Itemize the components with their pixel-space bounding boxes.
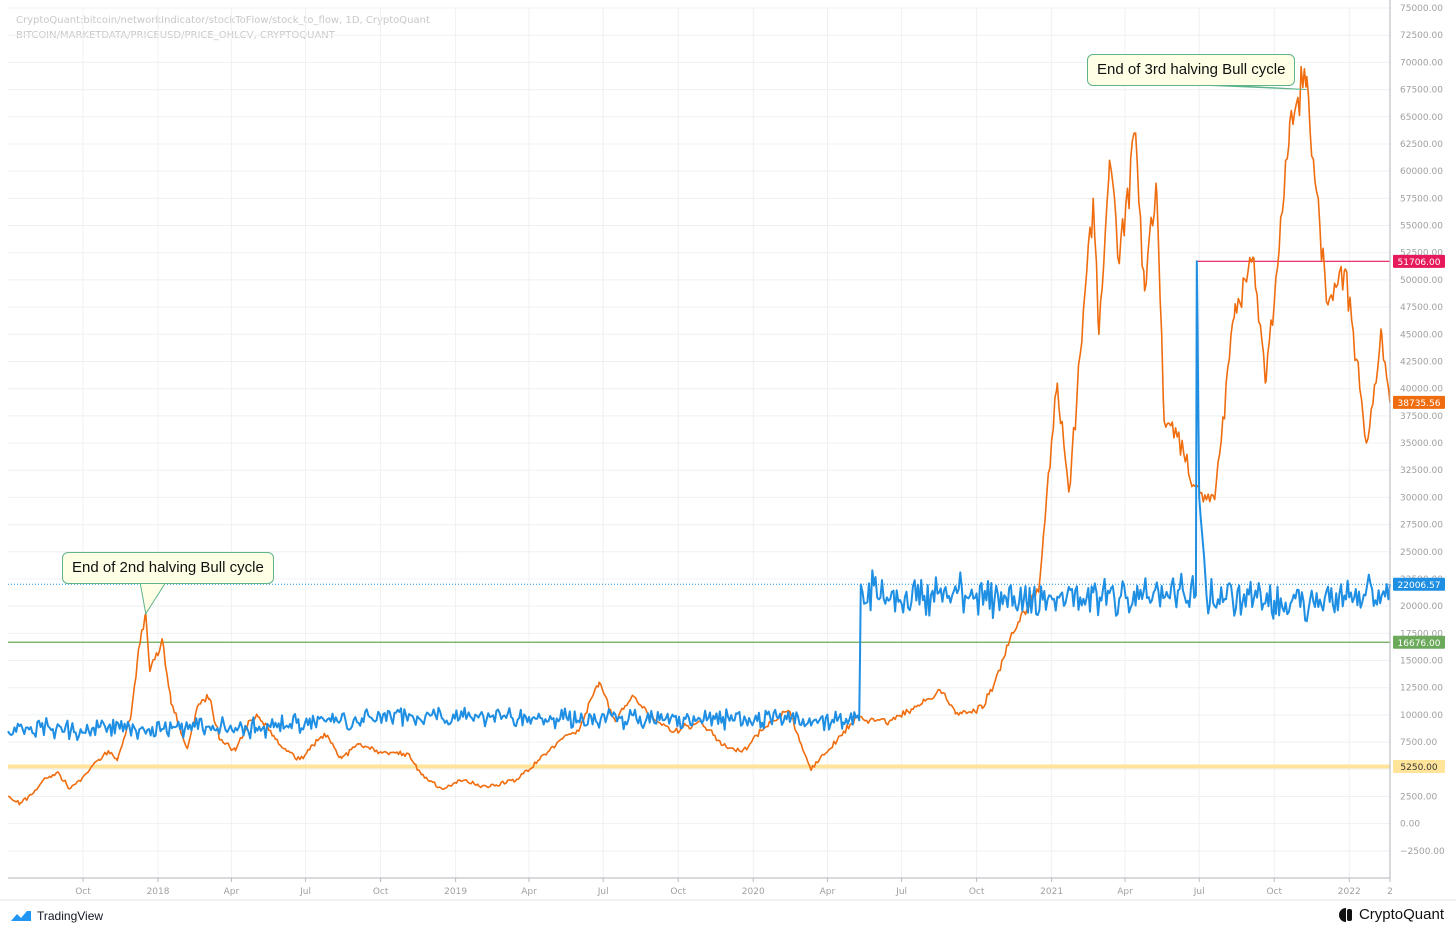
- series-lines: [7, 65, 1391, 806]
- y-tick-label: 27500.00: [1400, 521, 1443, 531]
- value-label-bg: [1393, 254, 1445, 268]
- x-tick-label: 2020: [742, 887, 765, 897]
- y-tick-label: 12500.00: [1400, 684, 1443, 694]
- y-tick-label: 55000.00: [1400, 222, 1443, 232]
- y-tick-label: 57500.00: [1400, 194, 1443, 204]
- y-tick-label: 60000.00: [1400, 167, 1443, 177]
- x-tick-label: 2: [1387, 887, 1393, 897]
- x-tick-label: Oct: [969, 887, 985, 897]
- tradingview-logo-icon: [11, 911, 31, 921]
- value-label: 16676.00: [1398, 639, 1441, 649]
- y-tick-label: 35000.00: [1400, 439, 1443, 449]
- s2f-series-line: [7, 260, 1391, 741]
- x-tick-label: 2018: [147, 887, 170, 897]
- y-tick-label: 0.00: [1400, 820, 1420, 830]
- cryptoquant-brand[interactable]: CryptoQuant: [1338, 906, 1444, 923]
- y-tick-label: 42500.00: [1400, 357, 1443, 367]
- y-tick-label: −2500.00: [1400, 847, 1445, 857]
- y-tick-label: 65000.00: [1400, 113, 1443, 123]
- y-tick-label: 75000.00: [1400, 4, 1443, 14]
- value-label: 22006.57: [1398, 581, 1441, 591]
- annotation-2nd-halving: End of 2nd halving Bull cycle: [62, 552, 274, 584]
- annotation-3rd-halving: End of 3rd halving Bull cycle: [1087, 54, 1296, 86]
- y-tick-label: 30000.00: [1400, 493, 1443, 503]
- y-tick-label: 15000.00: [1400, 657, 1443, 667]
- y-tick-label: 2500.00: [1400, 792, 1437, 802]
- y-tick-label: 32500.00: [1400, 466, 1443, 476]
- y-tick-label: 10000.00: [1400, 711, 1443, 721]
- y-tick-label: 47500.00: [1400, 303, 1443, 313]
- grid: [8, 7, 1391, 878]
- x-tick-label: Oct: [373, 887, 389, 897]
- y-tick-label: 7500.00: [1400, 738, 1437, 748]
- value-label: 51706.00: [1398, 258, 1441, 268]
- x-tick-label: 2019: [444, 887, 467, 897]
- y-tick-label: 50000.00: [1400, 276, 1443, 286]
- y-tick-label: 52500.00: [1400, 249, 1443, 259]
- y-tick-label: 62500.00: [1400, 140, 1443, 150]
- axes: −2500.000.002500.005000.007500.0010000.0…: [0, 0, 1456, 901]
- price-series-line: [7, 65, 1391, 806]
- x-tick-label: Jul: [895, 887, 907, 897]
- x-tick-label: Jul: [299, 887, 311, 897]
- value-label: 38735.56: [1398, 399, 1441, 409]
- value-label-bg: [1393, 395, 1445, 409]
- value-label-bg: [1393, 760, 1445, 774]
- annotation-pointers: [139, 83, 1307, 616]
- y-tick-label: 70000.00: [1400, 58, 1443, 68]
- annotation-pointer: [139, 581, 167, 616]
- value-label-bg: [1393, 635, 1445, 649]
- horizontal-levels: [8, 260, 1390, 769]
- x-tick-label: Apr: [224, 887, 240, 897]
- x-tick-label: Oct: [1266, 887, 1282, 897]
- x-tick-label: Apr: [1117, 887, 1133, 897]
- y-tick-label: 25000.00: [1400, 548, 1443, 558]
- y-tick-label: 67500.00: [1400, 86, 1443, 96]
- x-tick-label: Apr: [521, 887, 537, 897]
- x-tick-label: Oct: [670, 887, 686, 897]
- y-tick-label: 40000.00: [1400, 385, 1443, 395]
- header-line-1: CryptoQuant:bitcoin/networkIndicator/sto…: [16, 15, 430, 26]
- y-tick-label: 17500.00: [1400, 629, 1443, 639]
- x-tick-label: Apr: [820, 887, 836, 897]
- y-tick-label: 37500.00: [1400, 412, 1443, 422]
- cryptoquant-label: CryptoQuant: [1358, 906, 1444, 923]
- x-tick-label: 2021: [1040, 887, 1063, 897]
- x-tick-label: 2022: [1338, 887, 1361, 897]
- y-tick-label: 45000.00: [1400, 330, 1443, 340]
- y-tick-label: 72500.00: [1400, 31, 1443, 41]
- tradingview-label: TradingView: [37, 909, 104, 923]
- y-tick-label: 20000.00: [1400, 602, 1443, 612]
- value-label: 5250.00: [1400, 763, 1437, 773]
- cryptoquant-logo-icon: [1338, 906, 1354, 923]
- tradingview-brand[interactable]: TradingView: [10, 909, 103, 923]
- value-label-bg: [1393, 577, 1445, 591]
- x-tick-label: Oct: [75, 887, 91, 897]
- x-tick-label: Jul: [1193, 887, 1205, 897]
- x-tick-label: Jul: [597, 887, 609, 897]
